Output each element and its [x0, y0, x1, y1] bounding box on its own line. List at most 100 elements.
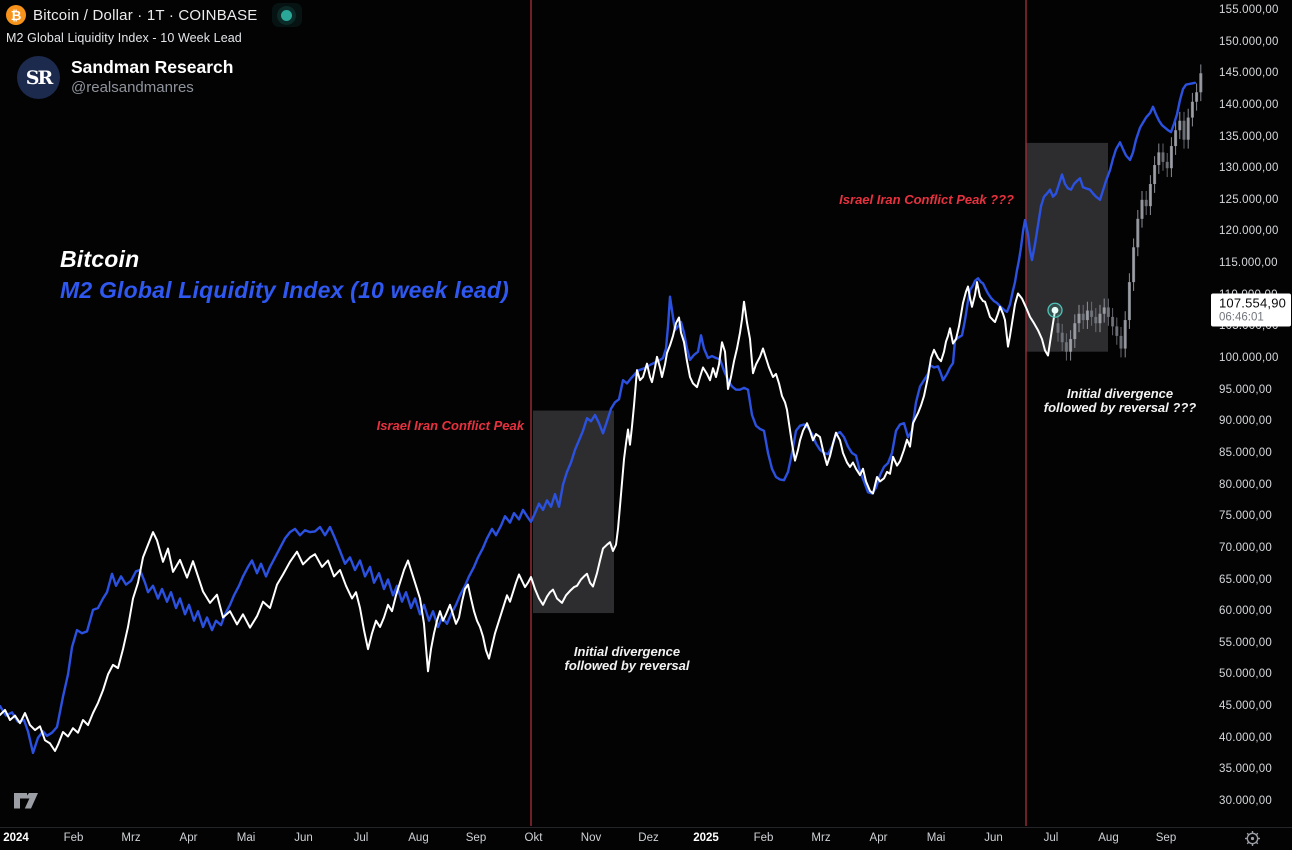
y-axis-label: 50.000,00	[1219, 668, 1272, 681]
y-axis-label: 135.000,00	[1219, 130, 1279, 143]
ghost-candle-body	[1081, 313, 1085, 321]
x-axis-label: Nov	[580, 832, 602, 844]
symbol-title[interactable]: Bitcoin / Dollar · 1T · COINBASE	[33, 6, 258, 24]
y-axis-label: 125.000,00	[1219, 193, 1279, 206]
ghost-candle-body	[1098, 313, 1102, 324]
annotation-divergence-2[interactable]: Initial divergence followed by reversal ?…	[1043, 386, 1197, 415]
ghost-candle-body	[1090, 310, 1094, 317]
bitcoin-icon: ₿	[6, 5, 26, 25]
sr-logo-icon: SR	[17, 56, 60, 99]
ghost-candle-body	[1115, 326, 1119, 336]
y-axis-label: 85.000,00	[1219, 446, 1272, 459]
ghost-candle-body	[1153, 165, 1157, 185]
y-axis-label: 150.000,00	[1219, 35, 1279, 48]
last-price-value: 107.554,90	[1219, 295, 1287, 311]
y-axis-label: 65.000,00	[1219, 573, 1272, 586]
y-axis-label: 145.000,00	[1219, 67, 1279, 80]
last-price-time: 06:46:01	[1219, 311, 1264, 324]
indicator-title[interactable]: M2 Global Liquidity Index - 10 Week Lead	[6, 31, 242, 45]
y-axis-label: 60.000,00	[1219, 605, 1272, 618]
y-axis-label: 120.000,00	[1219, 225, 1279, 238]
ghost-candle-body	[1148, 184, 1152, 207]
ghost-candle-body	[1165, 161, 1169, 169]
y-axis-label: 155.000,00	[1219, 4, 1279, 16]
x-axis-label: Sep	[1155, 832, 1177, 844]
y-axis-label: 130.000,00	[1219, 162, 1279, 175]
last-price-label: 107.554,90 06:46:01	[1211, 293, 1291, 327]
ghost-candle-body	[1182, 120, 1186, 140]
time-axis[interactable]: 2024 Feb Mrz Apr Mai Jun Jul Aug Sep Okt Nov Dez 202…	[0, 827, 1292, 850]
watermark: SR Sandman Research @realsandmanres	[17, 56, 233, 99]
x-axis-label: Okt	[524, 832, 543, 844]
x-axis-label: Feb	[63, 832, 84, 844]
ghost-candle-body	[1060, 332, 1064, 343]
price-axis[interactable]: 155.000,00 150.000,00 145.000,00 140.000,00…	[1210, 0, 1292, 826]
x-axis-label: 2025	[693, 832, 719, 844]
x-axis-label: Dez	[638, 832, 659, 844]
y-axis-label: 95.000,00	[1219, 383, 1272, 396]
btc-price-line[interactable]	[0, 281, 1056, 752]
x-axis-label: Mrz	[811, 832, 831, 844]
market-status-button[interactable]	[271, 3, 302, 27]
y-axis-label: 140.000,00	[1219, 98, 1279, 111]
series-label-bitcoin[interactable]: Bitcoin	[60, 246, 140, 272]
x-axis-label: Mai	[236, 832, 256, 844]
y-axis-label: 40.000,00	[1219, 731, 1272, 744]
ghost-candle-body	[1195, 92, 1199, 102]
y-axis-label: 75.000,00	[1219, 510, 1272, 523]
annotation-divergence-1[interactable]: Initial divergence followed by reversal	[564, 644, 690, 673]
ghost-candle-body	[1111, 316, 1115, 327]
annotation-israel-iran-1[interactable]: Israel Iran Conflict Peak	[376, 418, 524, 433]
x-axis-label: Mrz	[121, 832, 141, 844]
ghost-candle-body	[1073, 323, 1077, 340]
ghost-candle-body	[1127, 282, 1131, 321]
ghost-candle-body	[1199, 73, 1203, 93]
ghost-candle-body	[1136, 218, 1140, 248]
ghost-candle-body	[1178, 120, 1182, 131]
ghost-candle-body	[1190, 101, 1194, 118]
x-axis-label: Aug	[408, 832, 429, 844]
market-status-dot-icon	[281, 9, 293, 21]
ghost-candle-body	[1161, 152, 1165, 162]
y-axis-label: 70.000,00	[1219, 541, 1272, 554]
ghost-candle-body	[1056, 323, 1060, 333]
ghost-candle-body	[1186, 117, 1190, 140]
tradingview-logo[interactable]	[13, 791, 39, 810]
ghost-candle-body	[1132, 247, 1136, 283]
ghost-candle-body	[1064, 342, 1068, 352]
chart-header: ₿ Bitcoin / Dollar · 1T · COINBASE M2 Gl…	[6, 3, 302, 45]
ghost-candle-body	[1069, 339, 1073, 352]
ghost-candle-body	[1140, 199, 1144, 219]
x-axis-label: Apr	[179, 832, 198, 844]
x-axis-label: Aug	[1098, 832, 1119, 844]
y-axis-label: 35.000,00	[1219, 763, 1272, 776]
divergence-box-2024-highlight-box[interactable]	[533, 410, 614, 614]
watermark-name: Sandman Research	[71, 57, 234, 78]
y-axis-label: 80.000,00	[1219, 478, 1272, 491]
ghost-candle-body	[1144, 199, 1148, 207]
annotation-israel-iran-2[interactable]: Israel Iran Conflict Peak ???	[839, 192, 1014, 207]
ghost-candle-body	[1085, 310, 1089, 321]
ghost-candle-body	[1077, 313, 1081, 324]
ghost-candle-body	[1106, 307, 1110, 317]
last-price-dot	[1051, 306, 1059, 314]
y-axis-label: 45.000,00	[1219, 700, 1272, 713]
gear-icon[interactable]	[1244, 830, 1261, 847]
x-axis-label: Feb	[753, 832, 774, 844]
ghost-candle-body	[1169, 146, 1173, 169]
series-label-m2[interactable]: M2 Global Liquidity Index (10 week lead)	[60, 277, 509, 303]
x-axis-label: Apr	[869, 832, 888, 844]
x-axis-label: Jul	[353, 832, 369, 844]
y-axis-label: 55.000,00	[1219, 636, 1272, 649]
x-axis-label: Mai	[926, 832, 946, 844]
ghost-candle-body	[1157, 152, 1161, 166]
x-axis-label: Sep	[465, 832, 487, 844]
ghost-candle-body	[1102, 307, 1106, 314]
watermark-handle: @realsandmanres	[71, 79, 194, 97]
x-axis-label: Jul	[1043, 832, 1059, 844]
y-axis-label: 115.000,00	[1219, 257, 1278, 270]
m2-liquidity-line[interactable]	[0, 81, 1197, 755]
x-axis-label: Jun	[984, 832, 1003, 844]
